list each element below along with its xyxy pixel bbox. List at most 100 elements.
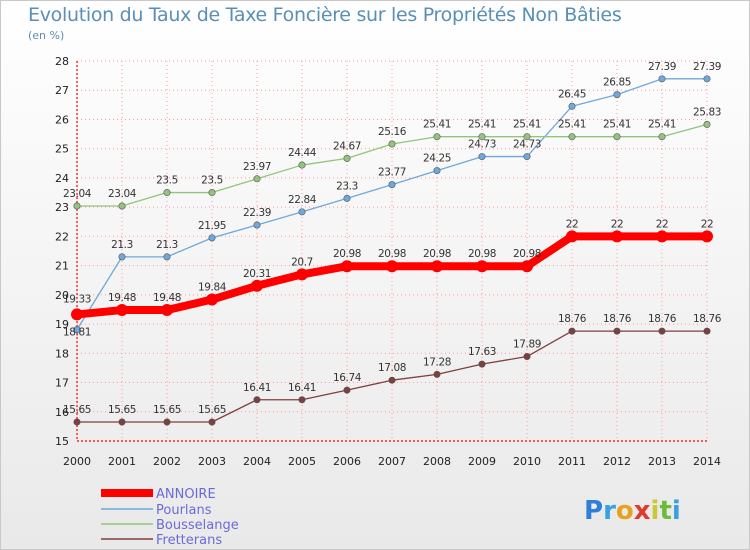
data-point [658, 327, 666, 335]
legend-label-annoire: ANNOIRE [156, 487, 216, 502]
data-label: 20.98 [378, 248, 406, 260]
x-tick-label: 2002 [153, 455, 181, 468]
data-point [163, 253, 171, 261]
data-label: 20.98 [423, 248, 451, 260]
data-label: 17.28 [423, 356, 451, 368]
data-label: 24.44 [288, 147, 317, 159]
legend-label-bousselange: Bousselange [156, 518, 239, 533]
y-tick-label: 21 [55, 260, 69, 273]
data-point [523, 353, 531, 361]
data-label: 24.73 [513, 139, 541, 151]
data-point [478, 133, 486, 141]
data-label: 23.04 [63, 188, 92, 200]
y-tick-label: 18 [55, 347, 69, 360]
data-point [656, 230, 668, 243]
y-tick-label: 16 [55, 406, 69, 419]
chart-title: Evolution du Taux de Taxe Foncière sur l… [28, 4, 622, 26]
data-label: 25.41 [513, 119, 541, 131]
x-tick-label: 2010 [513, 455, 541, 468]
data-point [433, 133, 441, 141]
data-label: 18.81 [63, 327, 91, 339]
data-label: 15.65 [153, 404, 181, 416]
data-point [478, 153, 486, 161]
data-label: 19.33 [63, 293, 91, 305]
data-label: 23.97 [243, 161, 271, 173]
y-tick-label: 26 [55, 113, 69, 126]
data-label: 16.41 [288, 382, 316, 394]
data-point [298, 161, 306, 169]
data-label: 27.39 [648, 61, 676, 73]
data-point [568, 102, 576, 110]
data-label: 25.41 [603, 119, 631, 131]
data-point [341, 260, 353, 273]
data-label: 22 [656, 218, 669, 230]
data-label: 19.48 [108, 292, 136, 304]
data-point [206, 293, 218, 306]
data-point [386, 260, 398, 273]
data-label: 25.83 [693, 106, 721, 118]
data-label: 23.04 [108, 188, 137, 200]
data-point [703, 75, 711, 83]
x-tick-label: 2013 [648, 455, 676, 468]
data-label: 22 [701, 218, 714, 230]
data-label: 17.08 [378, 362, 406, 374]
data-point [658, 133, 666, 141]
data-point [388, 376, 396, 384]
y-tick-label: 17 [55, 377, 69, 390]
data-point [658, 75, 666, 83]
data-point [253, 221, 261, 229]
data-label: 17.89 [513, 339, 541, 351]
data-label: 18.76 [648, 313, 677, 325]
data-label: 24.67 [333, 140, 361, 152]
svg-text:Proxiti: Proxiti [584, 496, 681, 526]
data-label: 20.98 [468, 248, 496, 260]
data-label: 25.41 [423, 119, 451, 131]
x-tick-label: 2005 [288, 455, 316, 468]
data-label: 22 [611, 218, 624, 230]
data-point [613, 133, 621, 141]
grid-lines [77, 60, 708, 441]
data-label: 23.5 [156, 175, 178, 187]
series-lines [71, 75, 713, 426]
data-label: 21.3 [111, 239, 133, 251]
legend-label-pourlans: Pourlans [156, 503, 212, 518]
data-label: 22 [566, 218, 579, 230]
y-tick-label: 20 [55, 289, 69, 302]
data-label: 20.98 [513, 248, 541, 260]
data-point [703, 120, 711, 128]
data-point [613, 327, 621, 335]
x-tick-labels: 2000 2001 2002 2003 2004 2005 2006 2007 2008 2009… [63, 455, 721, 468]
data-label: 20.31 [243, 268, 271, 280]
data-point [523, 153, 531, 161]
data-point [161, 304, 173, 317]
y-tick-label: 25 [55, 143, 69, 156]
data-point [116, 304, 128, 317]
x-tick-label: 2011 [558, 455, 586, 468]
data-point [251, 279, 263, 292]
data-point [298, 396, 306, 404]
data-label: 20.7 [291, 256, 313, 268]
y-tick-label: 15 [55, 435, 69, 448]
data-label: 27.39 [693, 61, 721, 73]
data-point [253, 175, 261, 183]
data-point [433, 370, 441, 378]
data-point [523, 133, 531, 141]
data-point [118, 418, 126, 426]
x-tick-label: 2004 [243, 455, 271, 468]
data-label: 24.25 [423, 153, 451, 165]
data-point [388, 181, 396, 189]
data-point [73, 202, 81, 210]
data-point [118, 202, 126, 210]
data-point [71, 308, 83, 321]
data-point [611, 230, 623, 243]
y-tick-label: 28 [55, 55, 69, 68]
y-tick-label: 22 [55, 230, 69, 243]
x-tick-label: 2003 [198, 455, 226, 468]
data-point [208, 189, 216, 197]
data-labels: 19.33 19.48 19.48 19.84 20.31 20.7 20.98 20.98 2… [63, 61, 722, 416]
data-label: 25.41 [558, 119, 586, 131]
x-tick-label: 2001 [108, 455, 136, 468]
data-point [73, 418, 81, 426]
